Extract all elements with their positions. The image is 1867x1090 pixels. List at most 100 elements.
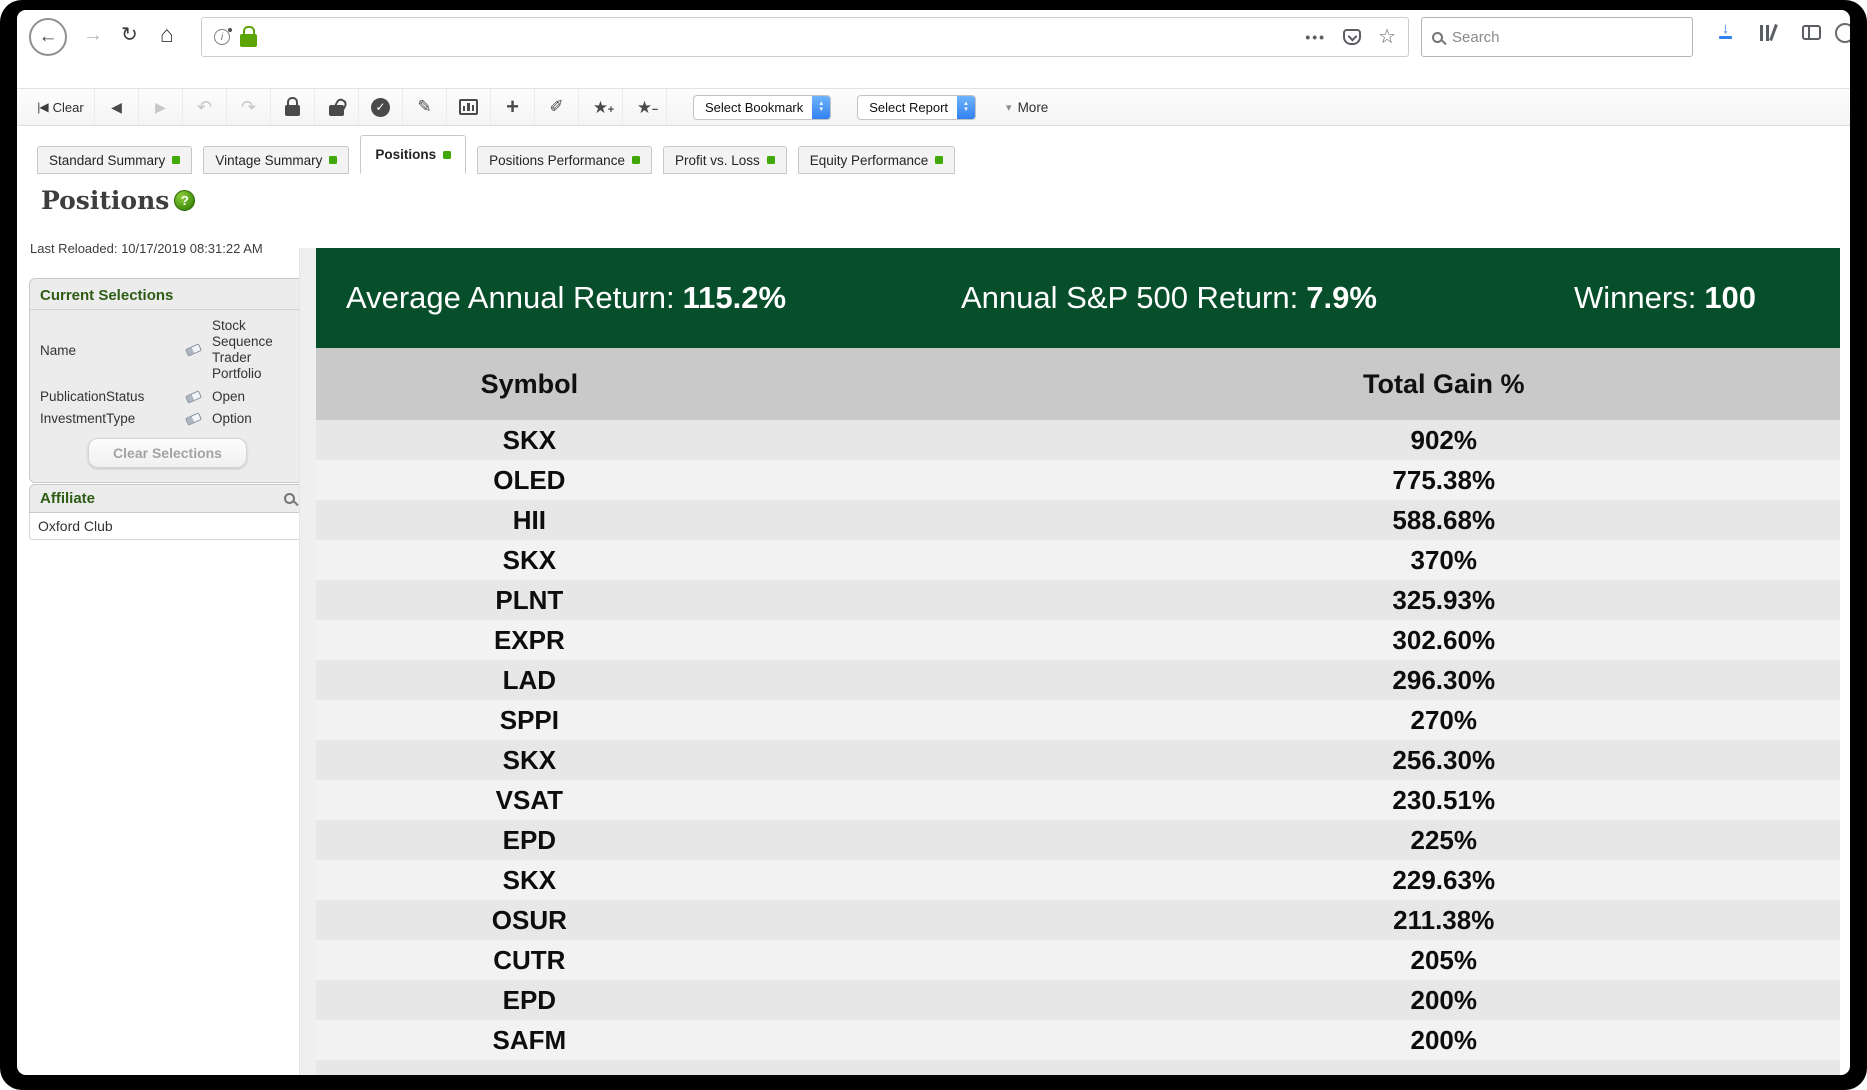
search-icon[interactable] xyxy=(284,493,295,504)
redo-button[interactable]: ↷ xyxy=(227,89,271,125)
nav-back-icon: ◀ xyxy=(111,98,122,115)
table-row[interactable]: SKX 902% xyxy=(316,420,1840,460)
pocket-icon[interactable] xyxy=(1343,29,1362,45)
help-icon[interactable]: ? xyxy=(174,190,196,211)
downloads-icon[interactable]: ↓ xyxy=(1719,21,1732,39)
gain-cell: 270% xyxy=(1410,704,1478,735)
symbol-cell: SPPI xyxy=(499,704,559,735)
table-row[interactable]: EXPR 302.60% xyxy=(316,620,1840,660)
tab-positions-performance[interactable]: Positions Performance xyxy=(477,146,652,174)
tab-status-icon xyxy=(172,156,181,164)
gain-cell: 256.30% xyxy=(1392,744,1496,775)
site-info-icon[interactable]: i xyxy=(214,28,232,45)
tab-status-icon xyxy=(443,150,452,159)
selection-label: PublicationStatus xyxy=(40,389,145,404)
select-report-dropdown[interactable]: Select Report ▴ ▾ xyxy=(857,94,977,120)
tab-status-icon xyxy=(766,156,775,164)
eraser-icon[interactable] xyxy=(185,389,202,404)
dropdown-stepper-icon: ▴ ▾ xyxy=(812,95,831,119)
table-row[interactable]: SKX 256.30% xyxy=(316,740,1840,780)
gain-cell: 588.68% xyxy=(1392,504,1496,535)
bookmark-star-icon[interactable]: ☆ xyxy=(1378,26,1396,48)
table-row[interactable]: CUTR 205% xyxy=(316,940,1840,980)
table-row[interactable]: SAFM 200% xyxy=(316,1020,1840,1060)
eraser-icon[interactable] xyxy=(185,411,202,426)
selection-row: Name Stock Sequence Trader Portfolio xyxy=(40,318,295,382)
home-icon[interactable]: ⌂ xyxy=(160,21,174,47)
chart-icon xyxy=(459,99,478,115)
column-header-symbol[interactable]: Symbol xyxy=(480,368,579,399)
table-row[interactable]: OLED 775.38% xyxy=(316,460,1840,500)
add-bookmark-button[interactable]: ★ + xyxy=(579,89,623,125)
table-row[interactable]: PLNT 325.93% xyxy=(316,580,1840,620)
table-row[interactable]: SPPI 270% xyxy=(316,700,1840,740)
apply-button[interactable]: ✓ xyxy=(359,89,403,125)
tab-positions[interactable]: Positions xyxy=(360,135,467,174)
tab-profit-vs-loss[interactable]: Profit vs. Loss xyxy=(662,146,787,174)
library-icon[interactable] xyxy=(1760,23,1778,42)
edit-button[interactable]: ✎ xyxy=(403,89,447,125)
symbol-cell: SKX xyxy=(502,864,557,895)
https-lock-icon[interactable] xyxy=(240,26,257,47)
positions-table: SKX 902% OLED 775.38% HII 588.68% SKX 370% P… xyxy=(316,420,1840,1075)
tab-vintage-summary[interactable]: Vintage Summary xyxy=(203,146,350,174)
table-row[interactable]: EPD 225% xyxy=(316,820,1840,860)
table-row[interactable]: SKX 370% xyxy=(316,540,1840,580)
sidebar-toggle-icon[interactable] xyxy=(1802,25,1821,40)
selection-value: Stock Sequence Trader Portfolio xyxy=(212,318,273,381)
symbol-cell: SKX xyxy=(502,544,557,575)
back-button[interactable]: ← xyxy=(29,18,67,56)
table-row[interactable]: HII 588.68% xyxy=(316,500,1840,540)
unlock-button[interactable] xyxy=(315,89,359,125)
lock-closed-icon xyxy=(285,97,300,116)
symbol-cell: PLNT xyxy=(495,584,564,615)
search-box[interactable] xyxy=(1421,17,1693,57)
nav-forward-button[interactable]: ▶ xyxy=(139,89,183,125)
current-selections-panel: Current Selections Name Stock Sequence T… xyxy=(29,278,306,483)
reload-icon[interactable]: ↻ xyxy=(121,24,138,46)
table-row[interactable]: OSUR 211.38% xyxy=(316,900,1840,940)
remove-bookmark-button[interactable]: ★ − xyxy=(623,89,667,125)
chart-view-button[interactable] xyxy=(447,89,491,125)
summary-banner: Average Annual Return: 115.2% Annual S&P … xyxy=(316,248,1840,348)
tab-equity-performance[interactable]: Equity Performance xyxy=(797,146,956,174)
column-header-total-gain[interactable]: Total Gain % xyxy=(1362,368,1525,399)
undo-button[interactable]: ↶ xyxy=(183,89,227,125)
address-bar[interactable]: i ••• ☆ xyxy=(201,17,1409,57)
table-row[interactable]: EPD 200% xyxy=(316,980,1840,1020)
page-actions-icon[interactable]: ••• xyxy=(1305,29,1327,45)
annotate-button[interactable]: ✐ xyxy=(535,89,579,125)
symbol-cell: EPD xyxy=(502,984,557,1015)
add-button[interactable]: + xyxy=(491,89,535,125)
table-row[interactable]: SKX 229.63% xyxy=(316,860,1840,900)
table-row[interactable]: VSAT 230.51% xyxy=(316,780,1840,820)
eraser-icon[interactable] xyxy=(185,343,202,357)
clear-selections-button[interactable]: Clear Selections xyxy=(88,438,247,468)
symbol-cell: SKX xyxy=(502,424,557,455)
tab-standard-summary[interactable]: Standard Summary xyxy=(37,146,193,174)
selection-value: Option xyxy=(212,411,252,426)
account-icon[interactable] xyxy=(1835,23,1850,43)
check-circle-icon: ✓ xyxy=(371,97,390,117)
clear-label: Clear xyxy=(52,99,84,115)
lock-button[interactable] xyxy=(271,89,315,125)
clear-button[interactable]: |◀ Clear xyxy=(27,89,95,125)
nav-forward-icon: ▶ xyxy=(155,98,166,115)
symbol-cell: OSUR xyxy=(491,904,567,935)
gain-cell: 211.38% xyxy=(1393,904,1495,935)
affiliate-value[interactable]: Oxford Club xyxy=(29,513,306,540)
symbol-cell: LAD xyxy=(502,664,557,695)
selection-value: Open xyxy=(212,389,246,404)
marker-icon: ✐ xyxy=(549,97,564,116)
more-menu-button[interactable]: ▾ More xyxy=(1006,99,1049,115)
search-input[interactable] xyxy=(1452,28,1652,46)
table-row[interactable]: LAD 296.30% xyxy=(316,660,1840,700)
gain-cell: 229.63% xyxy=(1392,864,1496,895)
report-toolbar: |◀ Clear ◀ ▶ ↶ ↷ ✓ ✎ + ✐ ★ + ★ − Select Bo… xyxy=(17,88,1850,126)
symbol-cell: EPD xyxy=(502,824,557,855)
gain-cell: 370% xyxy=(1410,544,1478,575)
nav-back-button[interactable]: ◀ xyxy=(95,89,139,125)
select-bookmark-dropdown[interactable]: Select Bookmark ▴ ▾ xyxy=(693,94,832,120)
symbol-cell: SAFM xyxy=(492,1024,567,1055)
forward-icon[interactable]: → xyxy=(83,24,103,46)
